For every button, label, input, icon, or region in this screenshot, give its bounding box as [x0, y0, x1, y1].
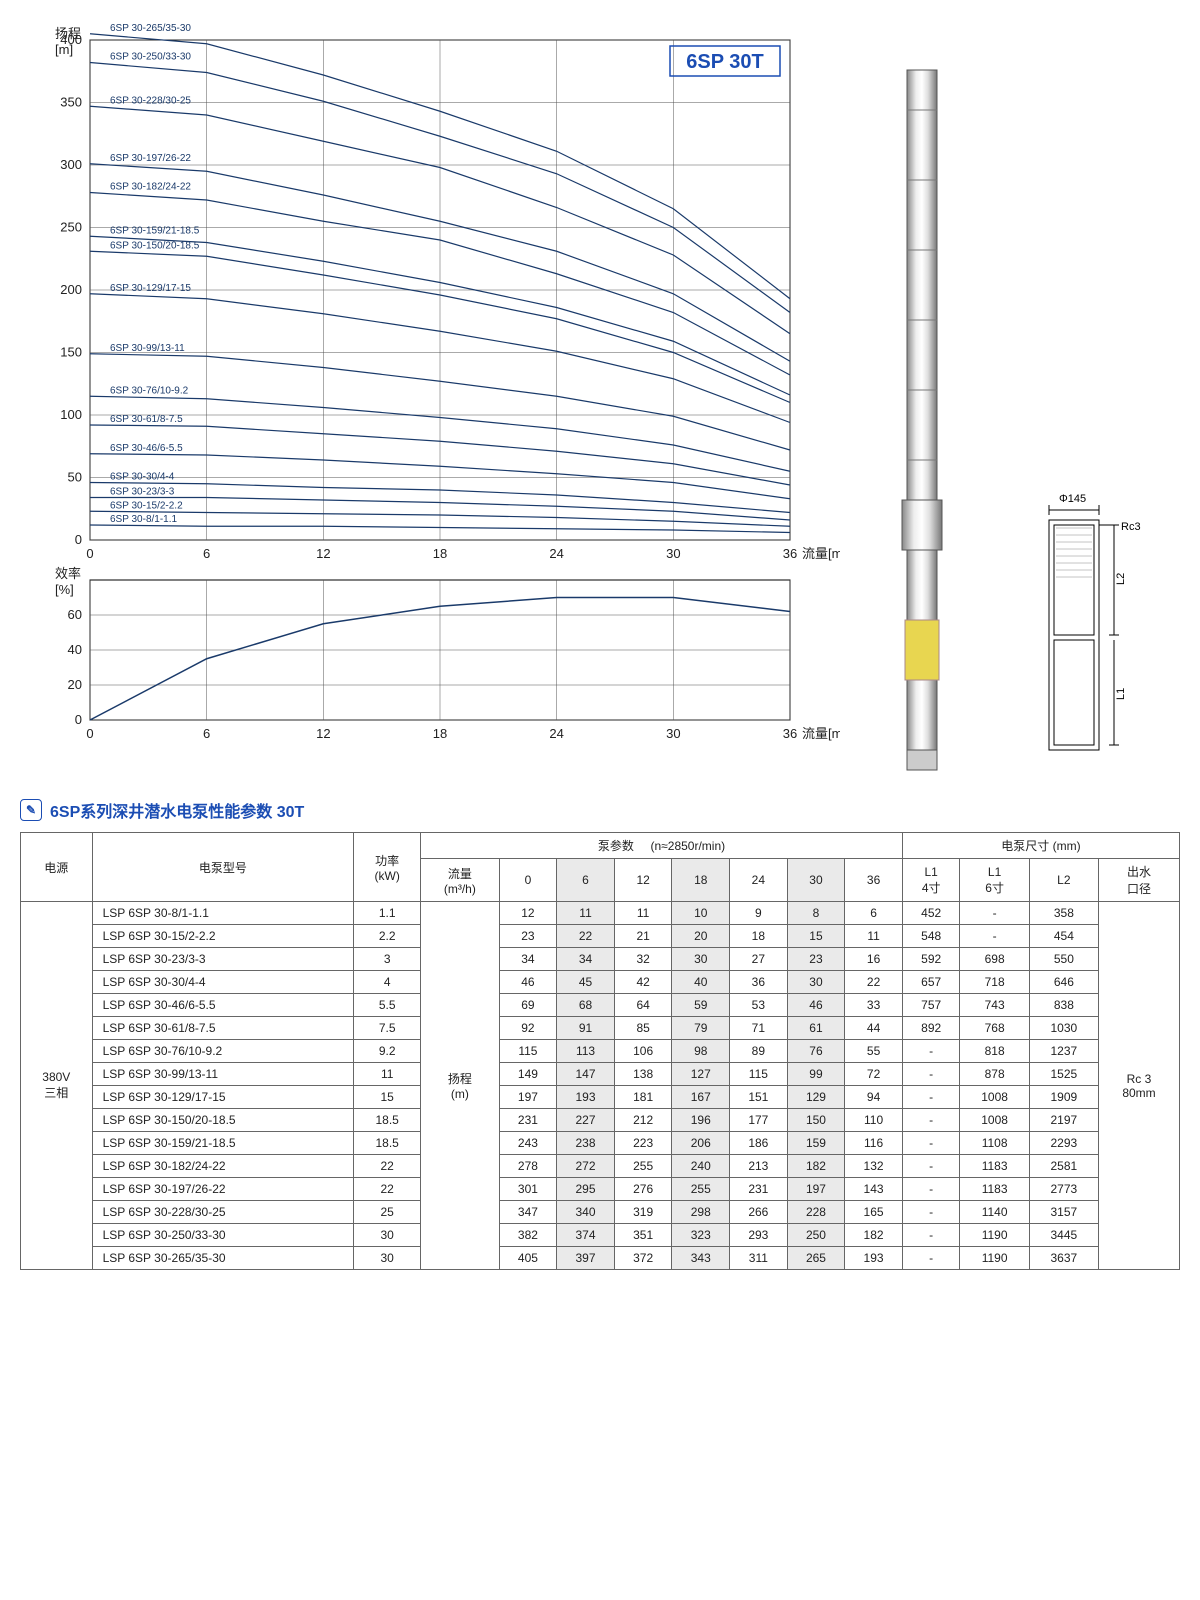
- performance-charts: 061218243036050100150200250300350400扬程[m…: [20, 20, 840, 780]
- svg-text:6SP 30-46/6-5.5: 6SP 30-46/6-5.5: [110, 443, 183, 454]
- svg-text:40: 40: [68, 642, 82, 657]
- svg-text:6SP 30-23/3-3: 6SP 30-23/3-3: [110, 487, 175, 498]
- dim-l1: L1: [1115, 688, 1127, 700]
- svg-text:6SP 30-76/10-9.2: 6SP 30-76/10-9.2: [110, 385, 189, 396]
- svg-text:60: 60: [68, 607, 82, 622]
- svg-text:350: 350: [60, 95, 82, 110]
- svg-text:6SP 30-182/24-22: 6SP 30-182/24-22: [110, 182, 191, 193]
- svg-text:6SP 30-15/2-2.2: 6SP 30-15/2-2.2: [110, 500, 183, 511]
- pump-rendering: [852, 20, 992, 780]
- svg-text:效率: 效率: [55, 566, 81, 581]
- svg-text:6SP 30-197/26-22: 6SP 30-197/26-22: [110, 153, 191, 164]
- svg-text:24: 24: [549, 546, 563, 561]
- svg-text:6SP 30-150/20-18.5: 6SP 30-150/20-18.5: [110, 240, 200, 251]
- svg-text:6SP 30-99/13-11: 6SP 30-99/13-11: [110, 343, 185, 354]
- svg-text:20: 20: [68, 677, 82, 692]
- svg-text:50: 50: [68, 470, 82, 485]
- svg-text:6: 6: [203, 726, 210, 741]
- section-title: ✎ 6SP系列深井潜水电泵性能参数 30T: [20, 798, 1180, 822]
- svg-text:6SP 30T: 6SP 30T: [686, 51, 763, 73]
- spec-icon: ✎: [20, 799, 42, 821]
- svg-text:300: 300: [60, 157, 82, 172]
- svg-text:0: 0: [86, 546, 93, 561]
- svg-text:[%]: [%]: [55, 582, 74, 597]
- svg-text:6SP 30-129/17-15: 6SP 30-129/17-15: [110, 283, 191, 294]
- svg-text:18: 18: [433, 726, 447, 741]
- svg-text:6SP 30-61/8-7.5: 6SP 30-61/8-7.5: [110, 414, 183, 425]
- svg-text:6SP 30-8/1-1.1: 6SP 30-8/1-1.1: [110, 514, 178, 525]
- dim-phi: Φ145: [1059, 493, 1086, 505]
- svg-text:6SP 30-159/21-18.5: 6SP 30-159/21-18.5: [110, 225, 200, 236]
- svg-text:12: 12: [316, 726, 330, 741]
- svg-text:12: 12: [316, 546, 330, 561]
- svg-text:6SP 30-250/33-30: 6SP 30-250/33-30: [110, 52, 191, 63]
- svg-text:流量[m³/h]: 流量[m³/h]: [802, 726, 840, 741]
- svg-text:扬程: 扬程: [55, 26, 81, 41]
- svg-text:6SP 30-228/30-25: 6SP 30-228/30-25: [110, 95, 191, 106]
- dimension-diagram: Φ145 Rc3 L2 L1: [1004, 20, 1184, 780]
- spec-table: 电源电泵型号功率(kW)泵参数 (n≈2850r/min)电泵尺寸 (mm)流量…: [20, 832, 1180, 1270]
- svg-text:0: 0: [75, 532, 82, 547]
- svg-text:18: 18: [433, 546, 447, 561]
- svg-text:6SP 30-30/4-4: 6SP 30-30/4-4: [110, 472, 175, 483]
- dim-l2: L2: [1115, 573, 1127, 585]
- svg-text:150: 150: [60, 345, 82, 360]
- svg-text:36: 36: [783, 726, 797, 741]
- svg-text:0: 0: [75, 712, 82, 727]
- svg-text:0: 0: [86, 726, 93, 741]
- svg-text:流量[m³/h]: 流量[m³/h]: [802, 546, 840, 561]
- svg-text:24: 24: [549, 726, 563, 741]
- dim-rc: Rc3: [1121, 521, 1141, 533]
- svg-text:200: 200: [60, 282, 82, 297]
- svg-text:6SP 30-265/35-30: 6SP 30-265/35-30: [110, 23, 191, 34]
- svg-text:100: 100: [60, 407, 82, 422]
- svg-text:36: 36: [783, 546, 797, 561]
- section-title-text: 6SP系列深井潜水电泵性能参数 30T: [50, 798, 304, 822]
- svg-text:30: 30: [666, 726, 680, 741]
- svg-text:30: 30: [666, 546, 680, 561]
- svg-text:6: 6: [203, 546, 210, 561]
- svg-text:250: 250: [60, 220, 82, 235]
- svg-text:[m]: [m]: [55, 42, 73, 57]
